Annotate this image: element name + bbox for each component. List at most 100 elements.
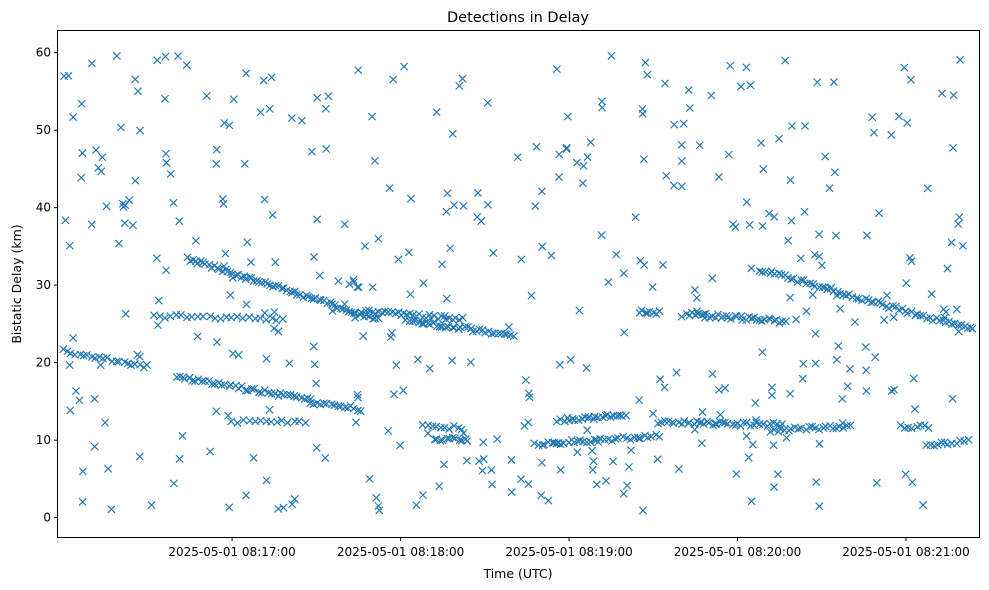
data-point-marker [176, 372, 185, 381]
data-point-marker [825, 184, 834, 193]
data-point-marker [87, 59, 96, 68]
data-point-marker [356, 407, 365, 416]
data-point-marker [419, 279, 428, 288]
data-point-marker [861, 343, 870, 352]
data-point-marker [399, 386, 408, 395]
data-point-marker [268, 314, 277, 323]
data-point-marker [270, 324, 279, 333]
data-point-marker [697, 417, 706, 426]
data-point-marker [611, 434, 620, 443]
y-tick-label: 30 [36, 278, 51, 292]
data-point-marker [418, 319, 427, 328]
data-point-marker [933, 440, 942, 449]
data-point-marker [242, 69, 251, 78]
data-point-marker [843, 382, 852, 391]
data-point-marker [162, 158, 171, 167]
data-point-marker [918, 501, 927, 510]
data-point-marker [693, 307, 702, 316]
data-point-marker [598, 103, 607, 112]
data-point-marker [524, 389, 533, 398]
data-point-marker [799, 359, 808, 368]
data-point-marker [834, 341, 843, 350]
data-point-marker [894, 112, 903, 121]
data-point-marker [154, 296, 163, 305]
data-point-marker [166, 169, 175, 178]
data-point-marker [273, 418, 282, 427]
data-point-marker [97, 167, 106, 176]
data-point-marker [233, 312, 242, 321]
data-point-marker [947, 320, 956, 329]
data-point-marker [435, 322, 444, 331]
y-tick-label: 60 [36, 46, 51, 60]
data-point-marker [69, 113, 78, 122]
data-point-marker [101, 418, 110, 427]
data-point-marker [187, 312, 196, 321]
data-point-marker [312, 443, 321, 452]
data-point-marker [928, 316, 937, 325]
data-point-marker [827, 283, 836, 292]
data-point-marker [315, 271, 324, 280]
data-point-marker [259, 76, 268, 85]
data-point-marker [954, 220, 963, 229]
data-point-marker [619, 489, 628, 498]
data-point-marker [437, 322, 446, 331]
data-point-marker [214, 265, 223, 274]
data-point-marker [677, 140, 686, 149]
data-point-marker [238, 314, 247, 323]
data-point-marker [283, 390, 292, 399]
y-tick-label: 50 [36, 123, 51, 137]
data-point-marker [169, 479, 178, 488]
data-point-marker [679, 119, 688, 128]
data-point-marker [155, 312, 164, 321]
data-point-marker [216, 314, 225, 323]
data-point-marker [239, 415, 248, 425]
data-point-marker [278, 284, 287, 293]
data-point-marker [908, 478, 917, 487]
data-point-marker [408, 317, 417, 326]
x-tick-label: 2025-05-01 08:18:00 [337, 545, 464, 559]
data-point-marker [726, 314, 735, 323]
data-point-marker [473, 188, 482, 197]
data-point-marker [880, 315, 889, 324]
data-point-marker [400, 62, 409, 71]
data-point-marker [588, 465, 597, 474]
data-point-marker [954, 327, 963, 336]
data-point-marker [815, 502, 824, 511]
data-point-marker [278, 315, 287, 324]
data-point-marker [552, 65, 561, 74]
data-point-marker [212, 338, 221, 347]
data-point-marker [71, 387, 80, 396]
data-point-marker [120, 219, 129, 228]
data-point-marker [810, 250, 819, 259]
data-point-marker [243, 238, 252, 247]
data-point-marker [575, 306, 584, 315]
data-point-marker [787, 275, 796, 284]
data-point-marker [809, 280, 818, 289]
data-point-marker [872, 478, 881, 487]
data-point-marker [240, 159, 249, 168]
data-point-marker [435, 482, 444, 491]
data-point-marker [597, 231, 606, 240]
data-point-marker [445, 425, 454, 434]
data-point-marker [773, 470, 782, 479]
data-point-marker [714, 385, 723, 394]
data-point-marker [217, 381, 226, 390]
data-point-marker [351, 313, 360, 322]
data-point-marker [781, 317, 790, 326]
data-point-marker [759, 420, 768, 429]
data-point-marker [692, 293, 701, 302]
data-point-marker [900, 63, 909, 72]
data-point-marker [212, 145, 221, 154]
data-point-marker [563, 413, 572, 422]
data-point-marker [241, 386, 250, 395]
data-point-marker [869, 128, 878, 137]
data-point-marker [274, 504, 283, 513]
data-point-marker [136, 360, 145, 369]
data-point-marker [949, 91, 958, 100]
data-point-marker [751, 398, 760, 408]
data-point-marker [460, 322, 469, 331]
data-point-marker [968, 324, 977, 333]
data-point-marker [437, 311, 446, 320]
data-point-marker [821, 152, 830, 161]
